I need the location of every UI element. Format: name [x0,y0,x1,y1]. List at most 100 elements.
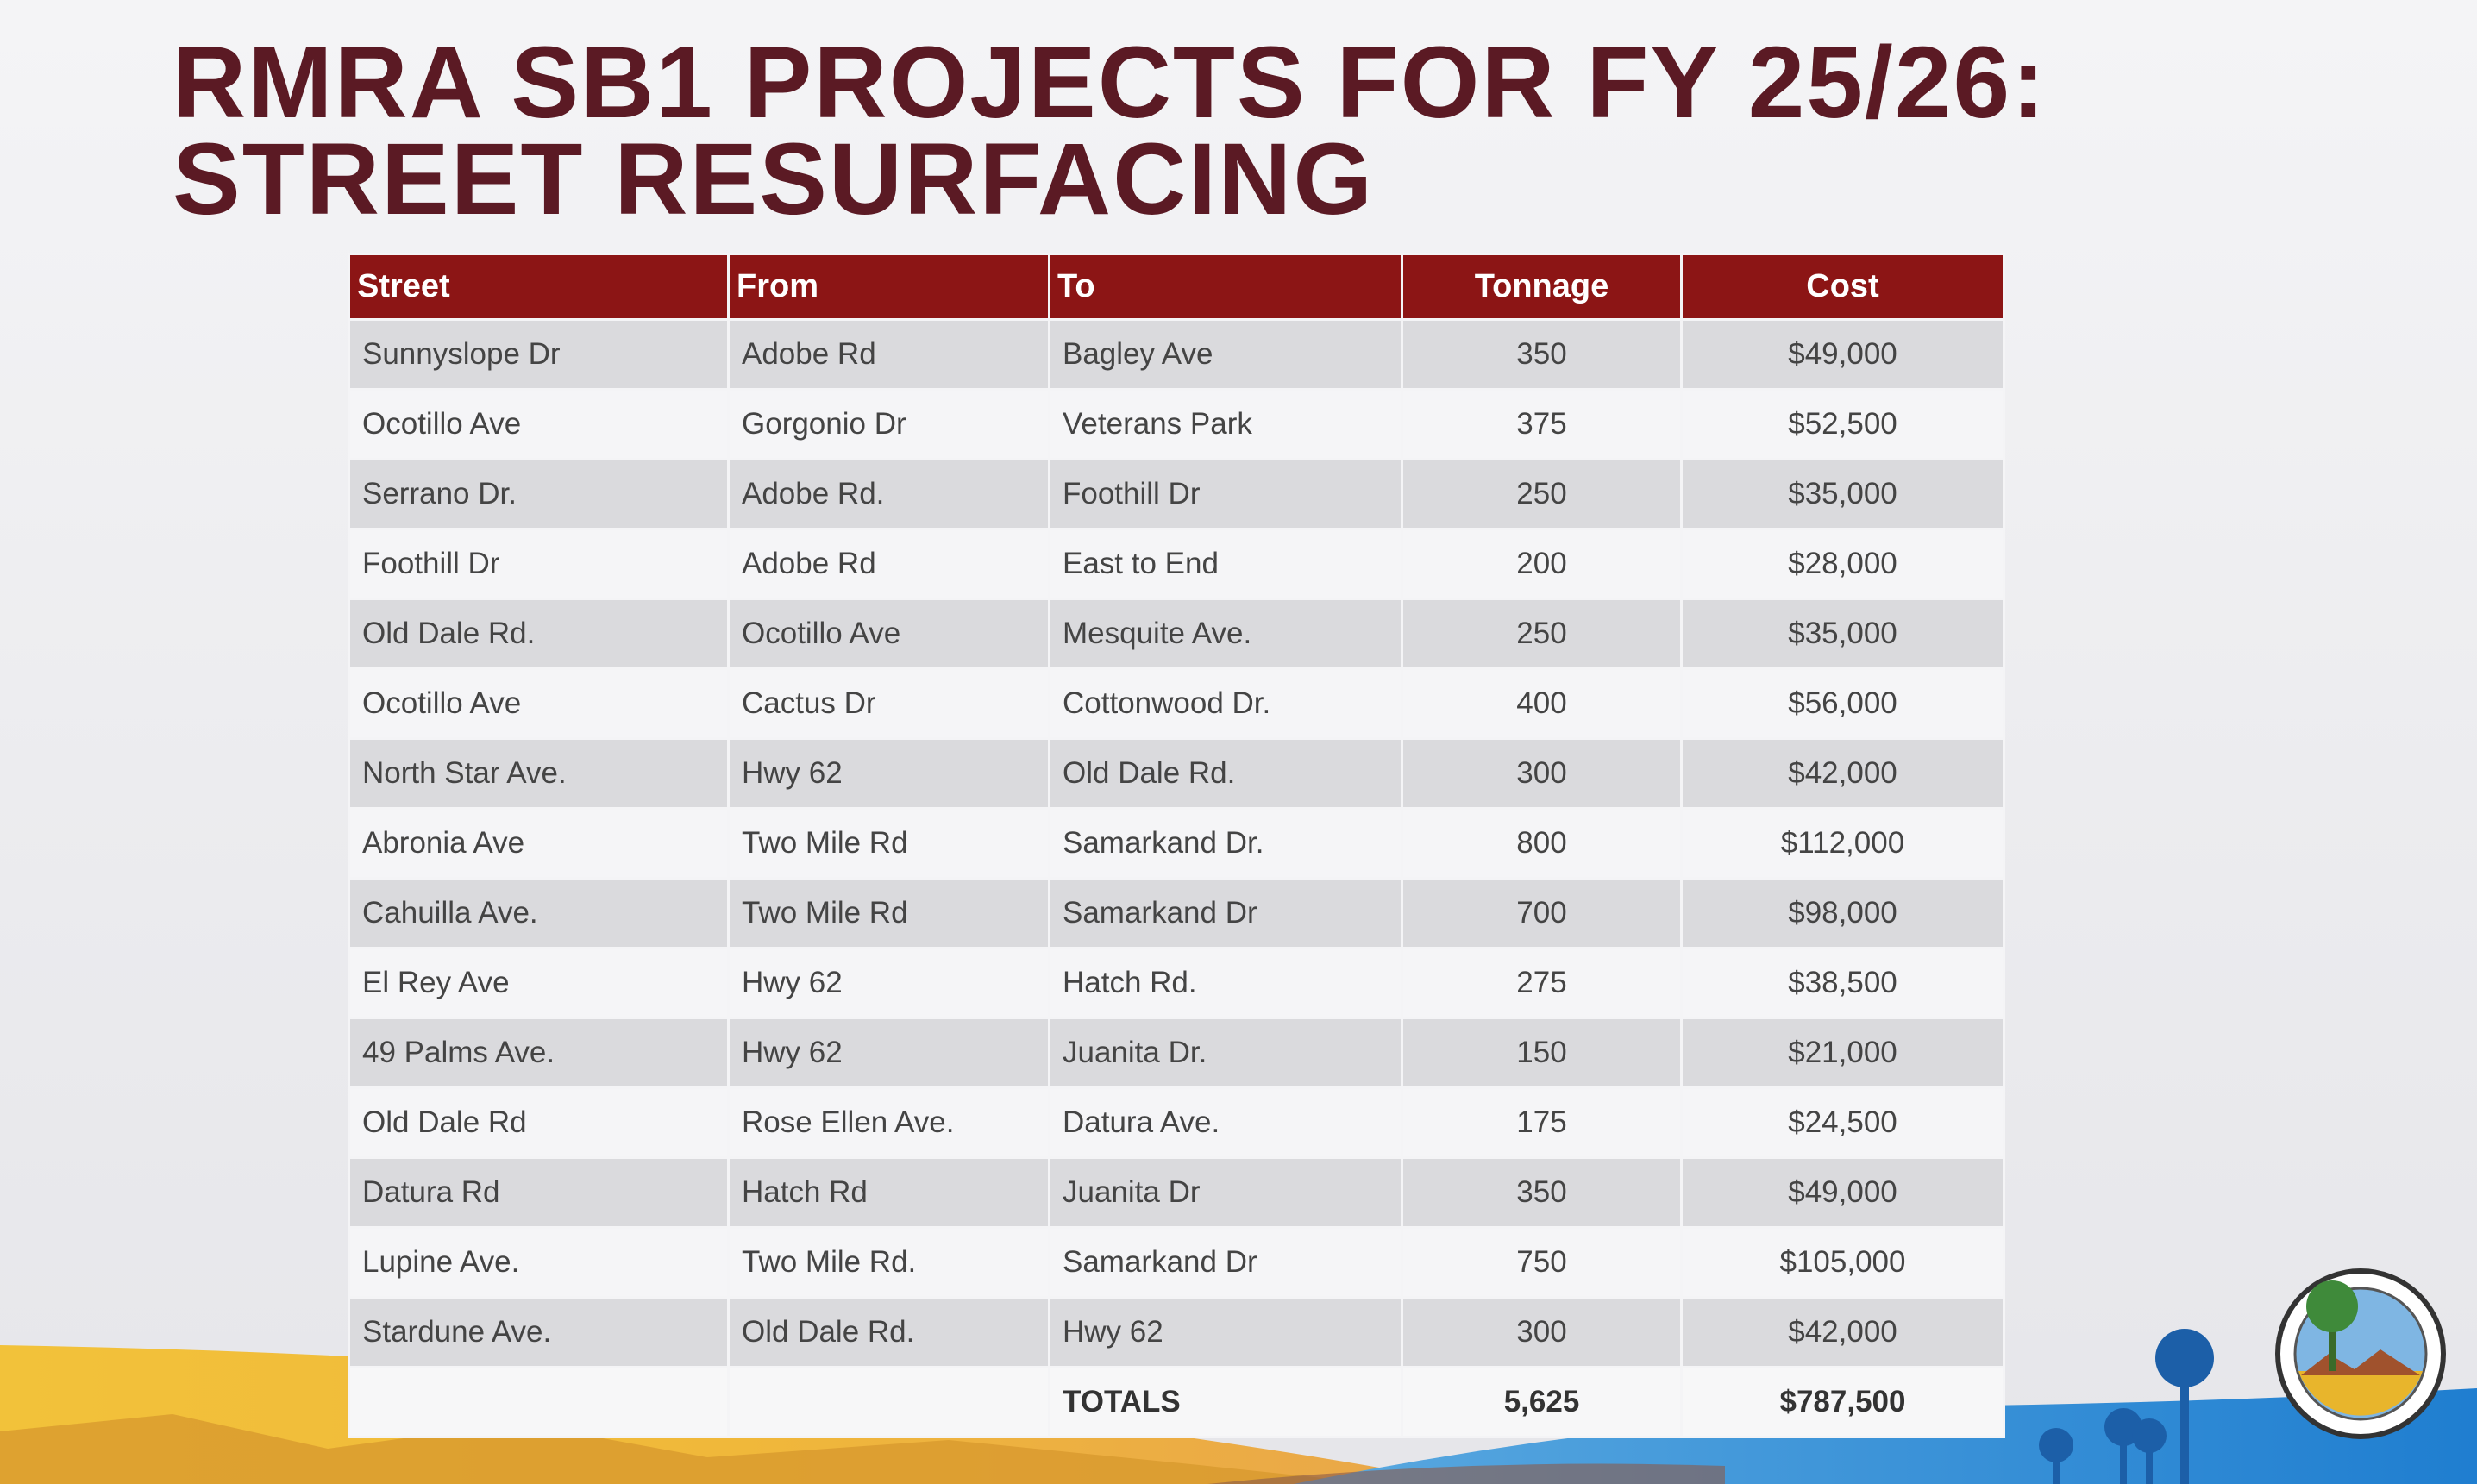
table-row: El Rey Ave Hwy 62 Hatch Rd. 275 $38,500 [348,947,2005,1019]
table-cell: Hatch Rd [727,1156,1050,1229]
table-cell: Hwy 62 [1048,1296,1403,1368]
table-cell: Hwy 62 [727,1017,1050,1089]
table-cell: Juanita Dr. [1048,1017,1403,1089]
table-row: Serrano Dr. Adobe Rd. Foothill Dr 250 $35,00… [348,458,2005,530]
table-row: Datura Rd Hatch Rd Juanita Dr 350 $49,000 [348,1156,2005,1229]
column-header: Tonnage [1401,253,1683,321]
table-cell: Ocotillo Ave [727,598,1050,670]
table-cell: 250 [1401,458,1683,530]
table-cell: 400 [1401,667,1683,740]
table-cell: Two Mile Rd [727,877,1050,949]
projects-table: Street From To Tonnage Cost Sunnyslope Dr Ado… [348,253,2005,1438]
table-cell: $42,000 [1680,1296,2005,1368]
table-body: Sunnyslope Dr Adobe Rd Bagley Ave 350 $49,00… [348,318,2005,1438]
table-cell: $28,000 [1680,528,2005,600]
table-cell: Juanita Dr [1048,1156,1403,1229]
table-cell: $56,000 [1680,667,2005,740]
table-cell: $49,000 [1680,1156,2005,1229]
table-cell: Rose Ellen Ave. [727,1086,1050,1159]
table-row: Old Dale Rd. Ocotillo Ave Mesquite Ave. 250… [348,598,2005,670]
table-cell: 350 [1401,318,1683,391]
table-cell: Hwy 62 [727,737,1050,810]
column-header: To [1048,253,1403,321]
table-cell: $21,000 [1680,1017,2005,1089]
mountains [0,1414,1380,1484]
table-row: North Star Ave. Hwy 62 Old Dale Rd. 300 $42,… [348,737,2005,810]
table-cell: Foothill Dr [348,528,730,600]
empty-cell [348,1366,730,1438]
table-cell: Veterans Park [1048,388,1403,460]
header-row: Street From To Tonnage Cost [348,253,2005,321]
column-header: From [727,253,1050,321]
table-row: Old Dale Rd Rose Ellen Ave. Datura Ave. 175… [348,1086,2005,1159]
table-cell: El Rey Ave [348,947,730,1019]
table-cell: 800 [1401,807,1683,880]
palm-trees [2039,1329,2214,1484]
table-cell: $105,000 [1680,1226,2005,1299]
column-header: Cost [1680,253,2005,321]
table-cell: Sunnyslope Dr [348,318,730,391]
table-cell: Adobe Rd. [727,458,1050,530]
table-row: Abronia Ave Two Mile Rd Samarkand Dr. 800 $1… [348,807,2005,880]
table-cell: 350 [1401,1156,1683,1229]
table-cell: Old Dale Rd [348,1086,730,1159]
table-cell: Datura Ave. [1048,1086,1403,1159]
table-cell: North Star Ave. [348,737,730,810]
table-cell: $35,000 [1680,598,2005,670]
table-cell: Gorgonio Dr [727,388,1050,460]
table-cell: Two Mile Rd. [727,1226,1050,1299]
table-cell: Two Mile Rd [727,807,1050,880]
table-row: Stardune Ave. Old Dale Rd. Hwy 62 300 $42,00… [348,1296,2005,1368]
table-cell: Mesquite Ave. [1048,598,1403,670]
table-cell: $98,000 [1680,877,2005,949]
city-seal [2275,1268,2446,1439]
table-cell: Hatch Rd. [1048,947,1403,1019]
shadow [1207,1463,1725,1484]
table-cell: $35,000 [1680,458,2005,530]
table-cell: 700 [1401,877,1683,949]
table-cell: Foothill Dr [1048,458,1403,530]
table-cell: Hwy 62 [727,947,1050,1019]
table-cell: Serrano Dr. [348,458,730,530]
table-row: Ocotillo Ave Gorgonio Dr Veterans Park 375 $… [348,388,2005,460]
table-cell: Samarkand Dr [1048,877,1403,949]
table-row: Sunnyslope Dr Adobe Rd Bagley Ave 350 $49,00… [348,318,2005,391]
table-cell: Cactus Dr [727,667,1050,740]
table-cell: Abronia Ave [348,807,730,880]
table-row: 49 Palms Ave. Hwy 62 Juanita Dr. 150 $21,000 [348,1017,2005,1089]
table-cell: Bagley Ave [1048,318,1403,391]
total-tonnage: 5,625 [1401,1366,1683,1438]
table-cell: Datura Rd [348,1156,730,1229]
table-cell: 750 [1401,1226,1683,1299]
table-row: Lupine Ave. Two Mile Rd. Samarkand Dr 750 $1… [348,1226,2005,1299]
table-cell: Ocotillo Ave [348,388,730,460]
table-cell: 300 [1401,1296,1683,1368]
table-cell: 150 [1401,1017,1683,1089]
table-cell: $38,500 [1680,947,2005,1019]
table-cell: Old Dale Rd. [727,1296,1050,1368]
table-cell: $42,000 [1680,737,2005,810]
table-cell: Cahuilla Ave. [348,877,730,949]
table-cell: Old Dale Rd. [348,598,730,670]
table-cell: Cottonwood Dr. [1048,667,1403,740]
table-cell: $49,000 [1680,318,2005,391]
table-cell: Adobe Rd [727,318,1050,391]
totals-label: TOTALS [1048,1366,1403,1438]
table-cell: Samarkand Dr. [1048,807,1403,880]
table-cell: 250 [1401,598,1683,670]
empty-cell [727,1366,1050,1438]
table-cell: Adobe Rd [727,528,1050,600]
slide-title: RMRA SB1 PROJECTS FOR FY 25/26: STREET R… [172,26,2047,236]
table-cell: 49 Palms Ave. [348,1017,730,1089]
table-row: Foothill Dr Adobe Rd East to End 200 $28,000 [348,528,2005,600]
table-cell: East to End [1048,528,1403,600]
table-cell: Samarkand Dr [1048,1226,1403,1299]
table-cell: 300 [1401,737,1683,810]
table-cell: Stardune Ave. [348,1296,730,1368]
table-cell: 200 [1401,528,1683,600]
table-row: Cahuilla Ave. Two Mile Rd Samarkand Dr 700 $… [348,877,2005,949]
table-cell: Ocotillo Ave [348,667,730,740]
table-cell: Lupine Ave. [348,1226,730,1299]
table-cell: 375 [1401,388,1683,460]
